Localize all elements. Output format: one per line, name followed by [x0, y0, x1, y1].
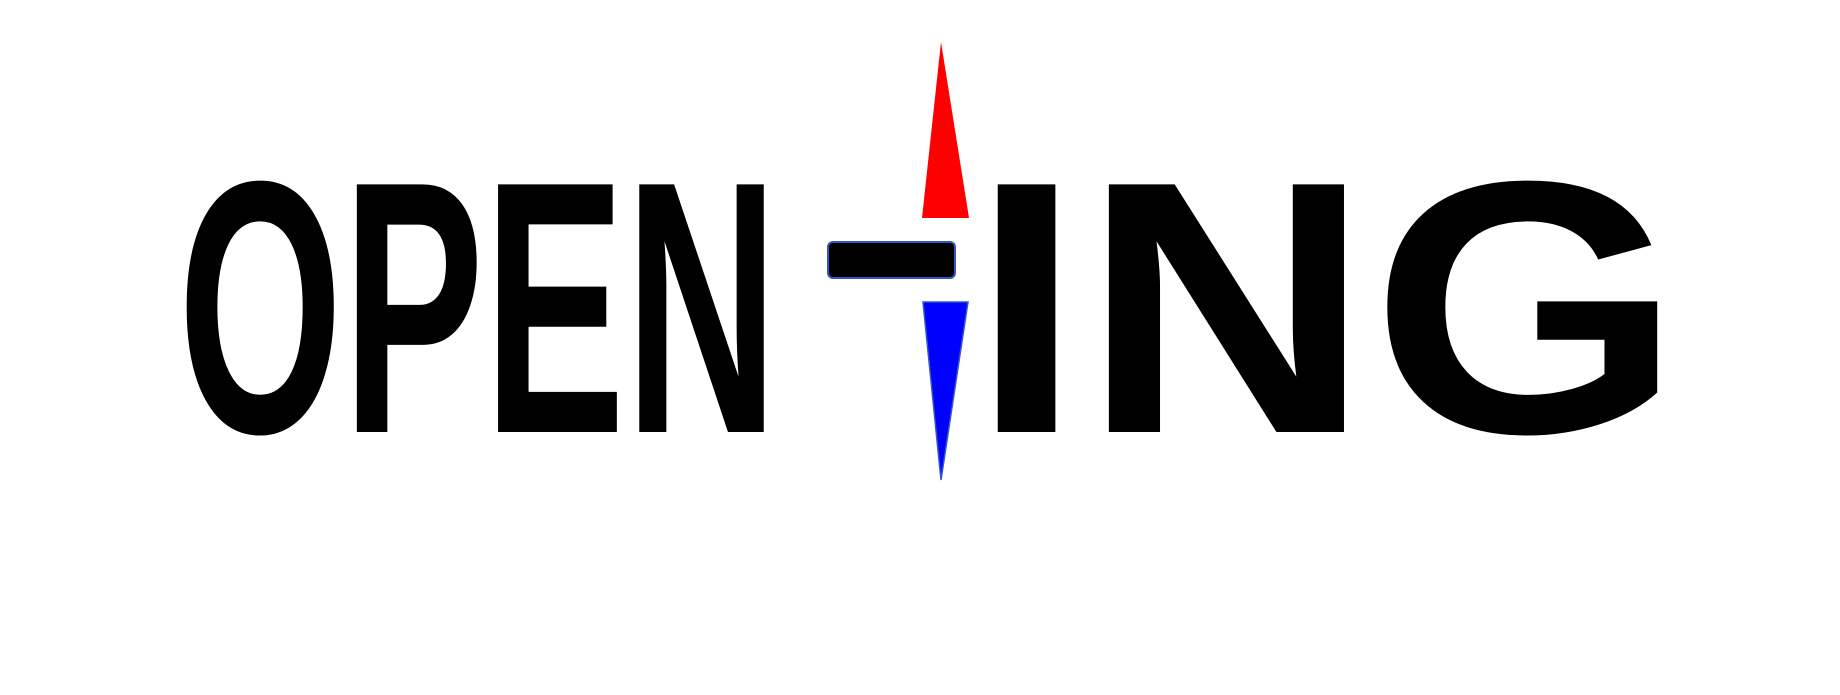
- needle-center-bar: [827, 241, 956, 279]
- needle-south-blue: [922, 301, 969, 481]
- logo-text-ing: ING: [971, 107, 1682, 509]
- needle-north-red: [922, 42, 969, 218]
- logo-text-open: OPEN: [178, 107, 778, 509]
